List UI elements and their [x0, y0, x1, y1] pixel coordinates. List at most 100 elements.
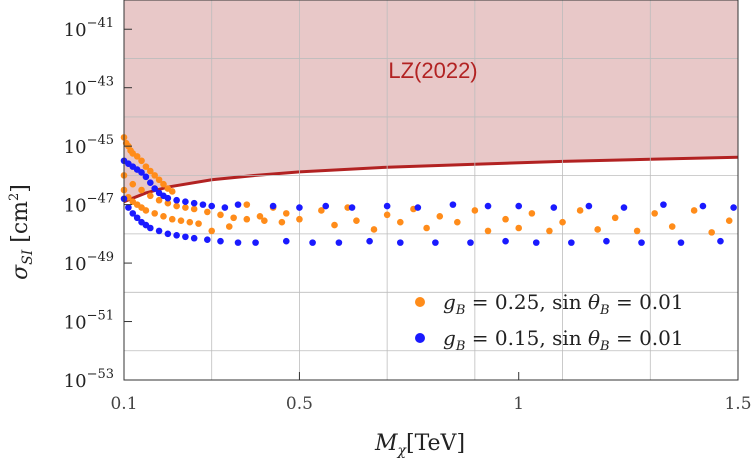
legend-label-1: gB = 0.25, sin θB = 0.01	[443, 290, 684, 318]
data-point-series-2	[173, 232, 180, 239]
data-point-series-1	[129, 180, 137, 188]
data-point-series-2	[138, 169, 145, 176]
data-point-series-1	[138, 157, 145, 165]
data-point-series-1	[668, 223, 676, 230]
data-point-series-1	[208, 227, 216, 235]
data-point-series-2	[199, 201, 207, 208]
data-point-series-2	[208, 202, 216, 210]
x-tick-label: 0.5	[286, 394, 313, 414]
svg-text:Mχ[TeV]: Mχ[TeV]	[374, 431, 465, 459]
exclusion-fill	[124, 0, 738, 202]
data-point-series-1	[559, 218, 566, 226]
data-point-series-2	[699, 202, 707, 210]
data-point-series-1	[138, 186, 145, 194]
data-point-series-2	[190, 234, 198, 242]
data-point-series-2	[730, 204, 737, 211]
data-point-series-2	[182, 233, 189, 241]
data-point-series-2	[129, 210, 137, 217]
data-point-series-2	[147, 179, 154, 186]
data-point-series-1	[318, 207, 325, 214]
data-point-series-2	[335, 239, 343, 246]
data-point-series-1	[690, 207, 698, 214]
data-point-series-2	[190, 199, 198, 207]
data-point-series-1	[190, 205, 198, 213]
y-tick-label: 10−49	[64, 250, 114, 275]
data-point-series-2	[252, 239, 259, 246]
data-point-series-2	[532, 239, 540, 246]
data-point-series-1	[164, 199, 172, 207]
data-point-series-1	[436, 213, 444, 220]
data-point-series-1	[651, 210, 658, 217]
data-point-series-1	[576, 207, 584, 214]
data-point-series-2	[550, 204, 558, 211]
data-point-series-1	[278, 218, 286, 226]
data-point-series-2	[147, 224, 154, 232]
data-point-series-1	[383, 211, 391, 219]
data-point-series-1	[133, 153, 141, 160]
data-point-series-1	[397, 218, 404, 226]
data-point-series-2	[620, 204, 628, 211]
data-point-series-2	[660, 201, 667, 208]
x-axis-label: Mχ[TeV]	[374, 431, 465, 459]
data-point-series-2	[502, 237, 509, 245]
data-point-series-2	[182, 198, 189, 205]
data-point-series-1	[256, 213, 264, 220]
y-tick-label: 10−45	[64, 133, 114, 158]
data-point-series-1	[370, 226, 378, 233]
data-point-series-2	[322, 202, 330, 210]
data-point-series-1	[177, 217, 185, 224]
data-point-series-1	[484, 227, 492, 235]
data-point-series-1	[155, 196, 163, 204]
data-point-series-2	[717, 237, 724, 245]
data-point-series-1	[725, 217, 733, 224]
data-point-series-1	[353, 217, 360, 224]
data-point-series-1	[160, 180, 167, 188]
data-point-series-2	[515, 202, 523, 210]
data-point-series-2	[568, 239, 575, 246]
data-point-series-1	[423, 224, 430, 232]
data-point-series-1	[151, 172, 158, 179]
y-tick-label: 10−53	[64, 367, 114, 392]
data-point-series-2	[204, 236, 211, 243]
data-point-series-1	[296, 215, 303, 223]
data-point-series-2	[173, 196, 180, 204]
data-point-series-2	[234, 239, 242, 246]
legend: gB = 0.25, sin θB = 0.01 gB = 0.15, sin θ…	[415, 290, 684, 354]
data-point-series-2	[397, 239, 404, 246]
plot-frame	[123, 0, 739, 381]
data-point-series-2	[366, 237, 373, 245]
data-point-series-1	[168, 215, 176, 223]
y-tick-label: 10−51	[64, 309, 114, 334]
data-point-series-1	[243, 201, 251, 208]
data-point-series-1	[204, 208, 211, 216]
x-tick-label: 0.1	[110, 394, 137, 414]
svg-text:σSI [cm2]: σSI [cm2]	[7, 184, 36, 280]
data-point-series-1	[147, 167, 154, 175]
data-point-series-1	[155, 176, 163, 184]
data-point-series-2	[414, 204, 422, 211]
data-point-series-2	[432, 239, 439, 246]
data-point-series-1	[225, 223, 233, 230]
data-point-series-2	[484, 202, 492, 210]
y-tick-label: 10−47	[64, 192, 114, 217]
data-point-series-1	[471, 207, 479, 214]
data-point-series-2	[269, 202, 277, 210]
data-point-series-1	[633, 227, 641, 235]
data-point-series-2	[151, 185, 158, 192]
data-point-series-1	[502, 215, 509, 223]
data-point-series-2	[449, 201, 457, 208]
data-point-series-1	[546, 227, 553, 235]
data-point-series-1	[515, 224, 523, 232]
data-point-series-1	[611, 214, 619, 222]
data-point-series-2	[125, 204, 132, 211]
data-point-series-1	[454, 218, 461, 226]
data-point-series-2	[142, 173, 150, 181]
axis-ticks: 0.1 0.5 1 1.5 10−41 10−43 10−45 10−47 10−49 10−51…	[64, 16, 752, 414]
data-point-series-2	[133, 214, 141, 222]
data-point-series-1	[282, 210, 290, 217]
x-tick-label: 1	[513, 394, 524, 414]
data-point-series-1	[173, 202, 180, 210]
data-point-series-1	[142, 207, 150, 214]
data-point-series-2	[164, 194, 172, 202]
legend-marker-2	[415, 333, 425, 343]
